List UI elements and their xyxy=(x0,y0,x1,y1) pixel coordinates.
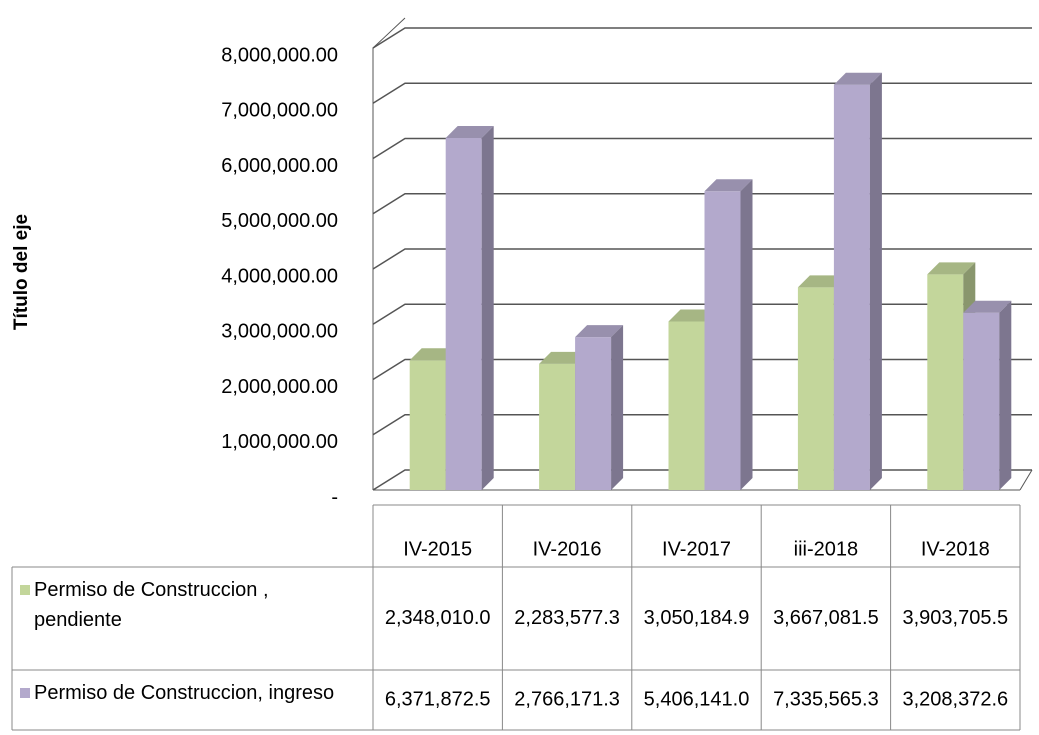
data-table-value: 3,667,081.5 xyxy=(773,607,879,629)
bar xyxy=(833,84,870,490)
grid-line xyxy=(372,82,1032,104)
data-table-value: 3,050,184.9 xyxy=(644,607,750,629)
data-table-value: 2,283,577.3 xyxy=(514,607,620,629)
data-table-value: 2,766,171.3 xyxy=(514,688,620,710)
bar-top xyxy=(575,325,624,338)
y-tick-label: 1,000,000.00 xyxy=(221,431,338,453)
x-tick-label: IV-2017 xyxy=(662,538,731,560)
y-tick-label: 2,000,000.00 xyxy=(221,376,338,398)
y-tick-label: 8,000,000.00 xyxy=(221,44,338,66)
bar xyxy=(575,337,612,490)
legend-swatch xyxy=(20,585,30,595)
bar xyxy=(668,321,705,490)
grid-line xyxy=(372,137,1032,160)
bar-side xyxy=(611,325,624,490)
axis-title: Título del eje xyxy=(11,214,32,330)
wall xyxy=(372,17,406,490)
grid-line xyxy=(372,248,1032,270)
x-tick-label: IV-2018 xyxy=(921,538,990,560)
bar-top xyxy=(833,72,882,85)
x-tick-label: IV-2016 xyxy=(533,538,602,560)
bar-side xyxy=(869,72,882,490)
y-tick-label: 5,000,000.00 xyxy=(221,210,338,232)
y-tick-label: 7,000,000.00 xyxy=(221,100,338,122)
data-table-value: 5,406,141.0 xyxy=(644,688,750,710)
floor-edge xyxy=(1019,469,1033,491)
bar xyxy=(797,287,834,490)
bar xyxy=(963,312,1000,490)
legend-label: Permiso de Construccion , pendiente xyxy=(34,579,269,631)
grid-line xyxy=(372,27,1032,49)
bar-side xyxy=(481,125,494,491)
bar-top xyxy=(704,179,753,192)
x-tick-label: iii-2018 xyxy=(794,538,858,560)
bar xyxy=(539,363,576,490)
bar-top xyxy=(445,125,494,138)
legend-label: Permiso de Construccion, ingreso xyxy=(34,682,335,704)
y-tick-label: 6,000,000.00 xyxy=(221,155,338,177)
data-table-value: 3,903,705.5 xyxy=(902,607,1008,629)
y-tick-label: 4,000,000.00 xyxy=(221,265,338,287)
legend-swatch xyxy=(20,688,30,698)
bar-top xyxy=(963,300,1012,313)
bar xyxy=(927,274,964,490)
bar-side xyxy=(999,300,1012,490)
y-tick-label: 3,000,000.00 xyxy=(221,321,338,343)
data-table-value: 3,208,372.6 xyxy=(902,688,1008,710)
bar-top xyxy=(927,262,976,275)
data-table-value: 2,348,010.0 xyxy=(385,607,491,629)
bar-side xyxy=(740,179,753,490)
bar xyxy=(704,191,741,490)
bar xyxy=(409,360,446,490)
bar xyxy=(445,137,482,490)
x-tick-label: IV-2015 xyxy=(403,538,472,560)
data-table-value: 7,335,565.3 xyxy=(773,688,879,710)
grid-line xyxy=(372,193,1032,215)
y-tick-label: - xyxy=(331,486,338,508)
data-table-value: 6,371,872.5 xyxy=(385,688,491,710)
